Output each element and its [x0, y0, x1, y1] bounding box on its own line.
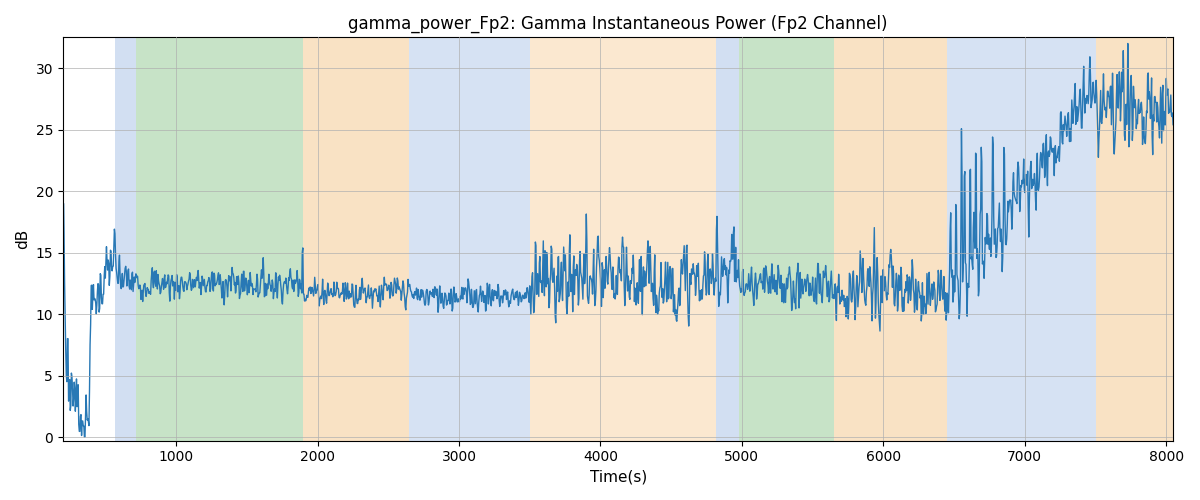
- Bar: [529, 38, 716, 440]
- Bar: [137, 38, 304, 440]
- Bar: [947, 38, 1096, 440]
- Bar: [115, 38, 137, 440]
- Bar: [716, 38, 739, 440]
- Title: gamma_power_Fp2: Gamma Instantaneous Power (Fp2 Channel): gamma_power_Fp2: Gamma Instantaneous Pow…: [348, 15, 888, 34]
- Bar: [1096, 38, 1174, 440]
- Bar: [834, 38, 947, 440]
- Y-axis label: dB: dB: [16, 229, 30, 249]
- Bar: [409, 38, 529, 440]
- Bar: [739, 38, 834, 440]
- X-axis label: Time(s): Time(s): [589, 470, 647, 485]
- Bar: [304, 38, 409, 440]
